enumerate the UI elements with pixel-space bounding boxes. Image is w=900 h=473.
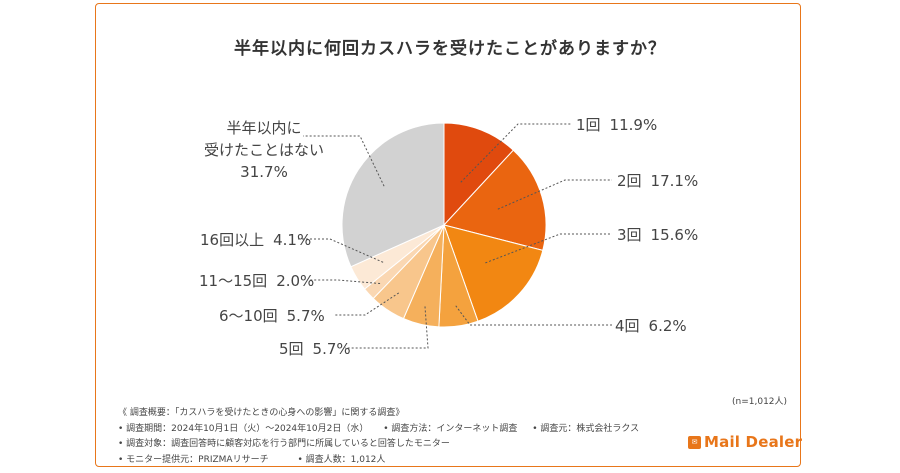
label-9-line-2: 受けたことはない [204, 141, 325, 159]
label-9-line-1: 半年以内に [226, 119, 302, 137]
label-2-value: 17.1% [650, 172, 699, 190]
label-4-category: 4回 [615, 317, 640, 335]
label-6-category: 6〜10回 [219, 307, 278, 325]
label-3: 3回 15.6% [617, 224, 698, 246]
notes-provider: • モニター提供元：PRIZMAリサーチ [118, 454, 269, 465]
label-1-value: 11.9% [609, 116, 658, 134]
label-3-value: 15.6% [650, 226, 699, 244]
label-8-value: 4.1% [273, 231, 312, 249]
pie-slice-9 [341, 122, 445, 268]
survey-notes: 《 調査概要：「カスハラを受けたときの心身への影響」に関する調査》 • 調査期間… [118, 406, 639, 468]
label-2-category: 2回 [617, 172, 642, 190]
pie-slice-3 [443, 224, 544, 322]
leader-line-1 [460, 123, 572, 183]
label-7: 11〜15回 2.0% [199, 270, 314, 292]
pie-slice-2 [443, 149, 547, 251]
notes-source: • 調査元：株式会社ラクス [532, 423, 640, 434]
logo-mark-icon: ✉ [688, 435, 701, 449]
label-9: 半年以内に 受けたことはない 31.7% [204, 117, 324, 183]
label-5-value: 5.7% [312, 340, 351, 358]
label-9-value: 31.7% [240, 163, 288, 181]
leader-line-7 [309, 279, 381, 285]
leader-line-9 [303, 135, 385, 187]
label-1-category: 1回 [576, 116, 601, 134]
label-4-value: 6.2% [648, 317, 687, 335]
label-4: 4回 6.2% [615, 315, 687, 337]
notes-method: • 調査方法：インターネット調査 [383, 423, 518, 434]
leader-line-6 [335, 292, 400, 316]
label-6-value: 5.7% [286, 307, 325, 325]
logo-text: Mail Dealer [704, 433, 803, 451]
label-2: 2回 17.1% [617, 170, 698, 192]
label-8-category: 16回以上 [200, 231, 265, 249]
notes-period: • 調査期間：2024年10月1日（火）〜2024年10月2日（水） [118, 423, 369, 434]
label-1: 1回 11.9% [576, 114, 657, 136]
leader-line-5 [345, 306, 429, 349]
label-6: 6〜10回 5.7% [219, 305, 325, 327]
leader-line-2 [497, 179, 612, 210]
leader-line-3 [485, 233, 612, 264]
label-5: 5回 5.7% [279, 338, 351, 360]
label-8: 16回以上 4.1% [200, 229, 311, 251]
notes-target: • 調査対象：調査回答時に顧客対応を行う部門に所属していると回答したモニター [118, 439, 450, 449]
chart-title: 半年以内に何回カスハラを受けたことがありますか？ [234, 39, 666, 59]
label-7-category: 11〜15回 [199, 272, 268, 290]
sample-size-note: (n=1,012人) [732, 397, 788, 407]
notes-count: • 調査人数：1,012人 [297, 454, 386, 465]
maildealer-logo: ✉ Mail Dealer [688, 433, 802, 451]
label-5-category: 5回 [279, 340, 304, 358]
notes-heading: 《 調査概要：「カスハラを受けたときの心身への影響」に関する調査》 [118, 408, 405, 418]
leader-line-8 [297, 238, 384, 263]
pie-slice-1 [443, 122, 515, 227]
label-7-value: 2.0% [276, 272, 315, 290]
label-3-category: 3回 [617, 226, 642, 244]
